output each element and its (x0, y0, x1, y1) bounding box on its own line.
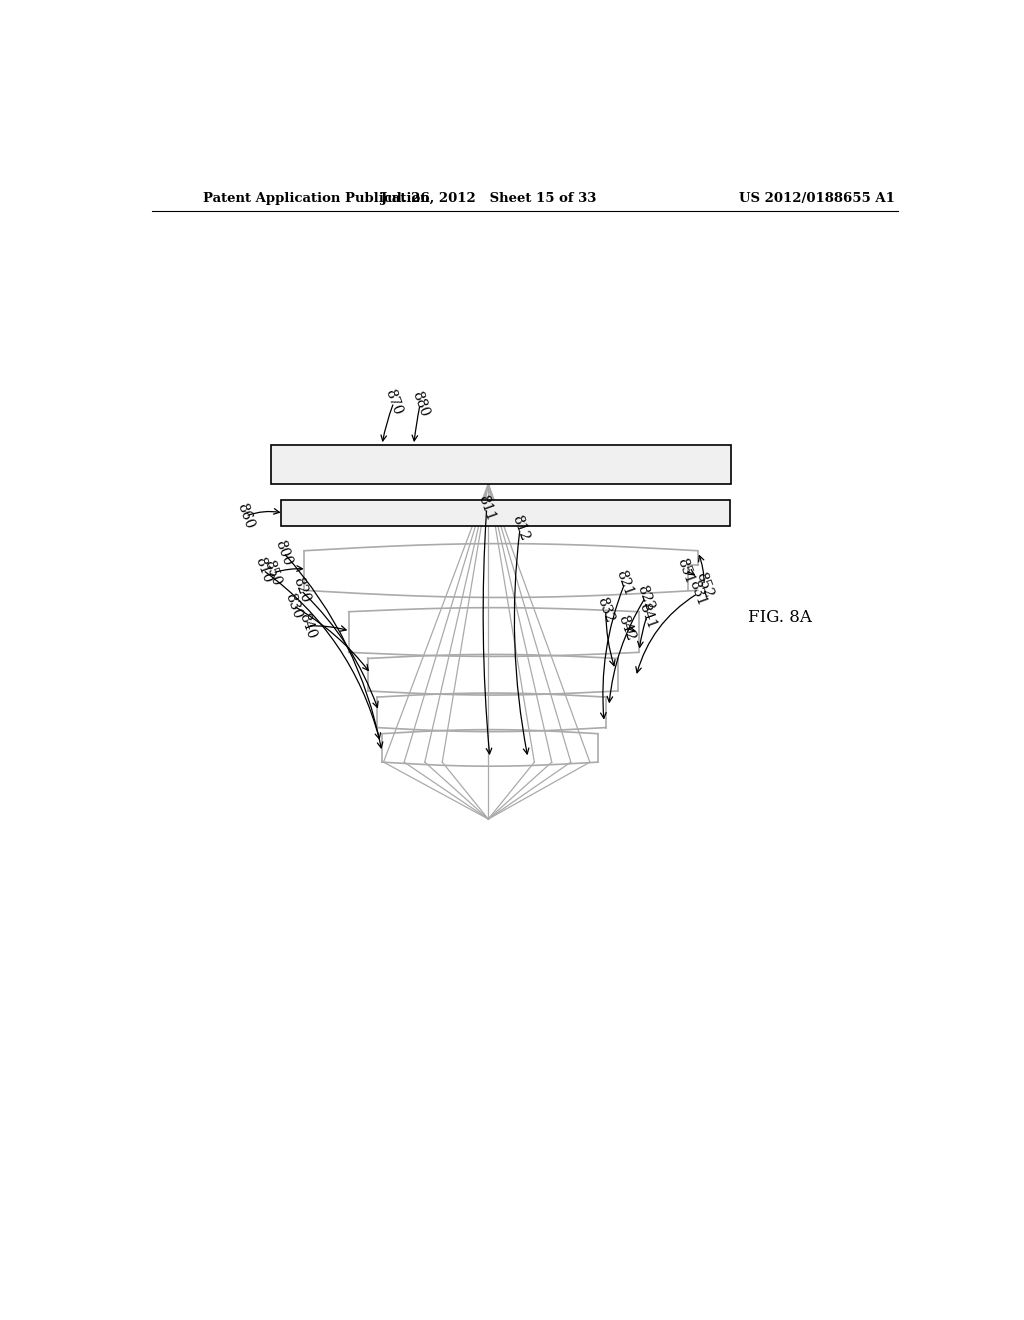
Text: Patent Application Publication: Patent Application Publication (204, 191, 430, 205)
Text: 822: 822 (634, 582, 656, 612)
Text: 800: 800 (272, 539, 295, 568)
Text: US 2012/0188655 A1: US 2012/0188655 A1 (739, 191, 895, 205)
Text: 831: 831 (687, 578, 709, 609)
Text: 860: 860 (234, 502, 257, 531)
Text: 820: 820 (290, 576, 312, 605)
Text: 851: 851 (674, 556, 696, 586)
Text: 832: 832 (595, 595, 616, 624)
Text: 852: 852 (693, 570, 715, 601)
Text: 811: 811 (475, 494, 498, 523)
Text: 870: 870 (383, 388, 404, 417)
Text: Jul. 26, 2012   Sheet 15 of 33: Jul. 26, 2012 Sheet 15 of 33 (381, 191, 597, 205)
Bar (282, 500, 729, 527)
Text: 810: 810 (252, 556, 274, 585)
Text: 821: 821 (613, 569, 636, 598)
Text: 812: 812 (509, 513, 531, 543)
Text: 841: 841 (636, 601, 658, 631)
Text: 880: 880 (409, 389, 431, 418)
Text: 830: 830 (282, 591, 304, 620)
Text: 850: 850 (261, 558, 284, 587)
Bar (270, 445, 731, 483)
Text: 840: 840 (296, 611, 318, 640)
Text: 842: 842 (615, 614, 638, 643)
Text: FIG. 8A: FIG. 8A (749, 610, 812, 626)
